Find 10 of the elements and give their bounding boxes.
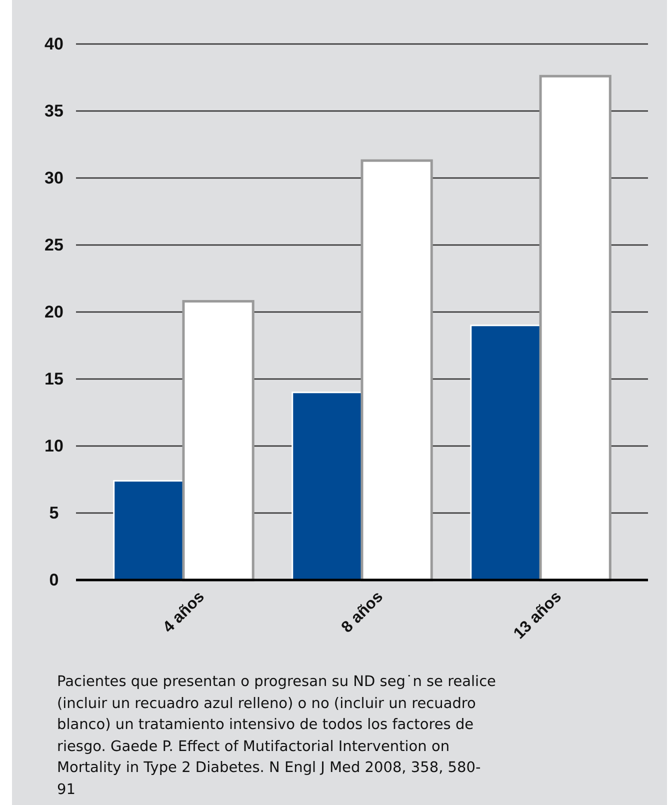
- y-tick-label: 5: [49, 503, 59, 522]
- y-tick-label: 25: [44, 235, 64, 254]
- y-tick-label: 40: [44, 34, 64, 54]
- y-tick-label: 10: [44, 436, 64, 456]
- text: Pacientes que presentan o progresan su ND seg˙n se realice (incluir un recuadro azul relleno) o no (incluir un recuadro blanco) un tratamiento intensivo de todos los factores de riesgo. Gaede P. Effect of Mutifactorial Intervention on Mortality in Type 2 Diabetes. N Engl J Med 2008, 358, 580-91: [57, 673, 497, 800]
- y-tick-label: 15: [44, 369, 64, 388]
- y-tick-label: 35: [44, 101, 64, 120]
- y-tick-label: 20: [44, 302, 64, 322]
- y-tick-label: 0: [49, 570, 59, 590]
- y-tick-label: 30: [44, 168, 64, 188]
